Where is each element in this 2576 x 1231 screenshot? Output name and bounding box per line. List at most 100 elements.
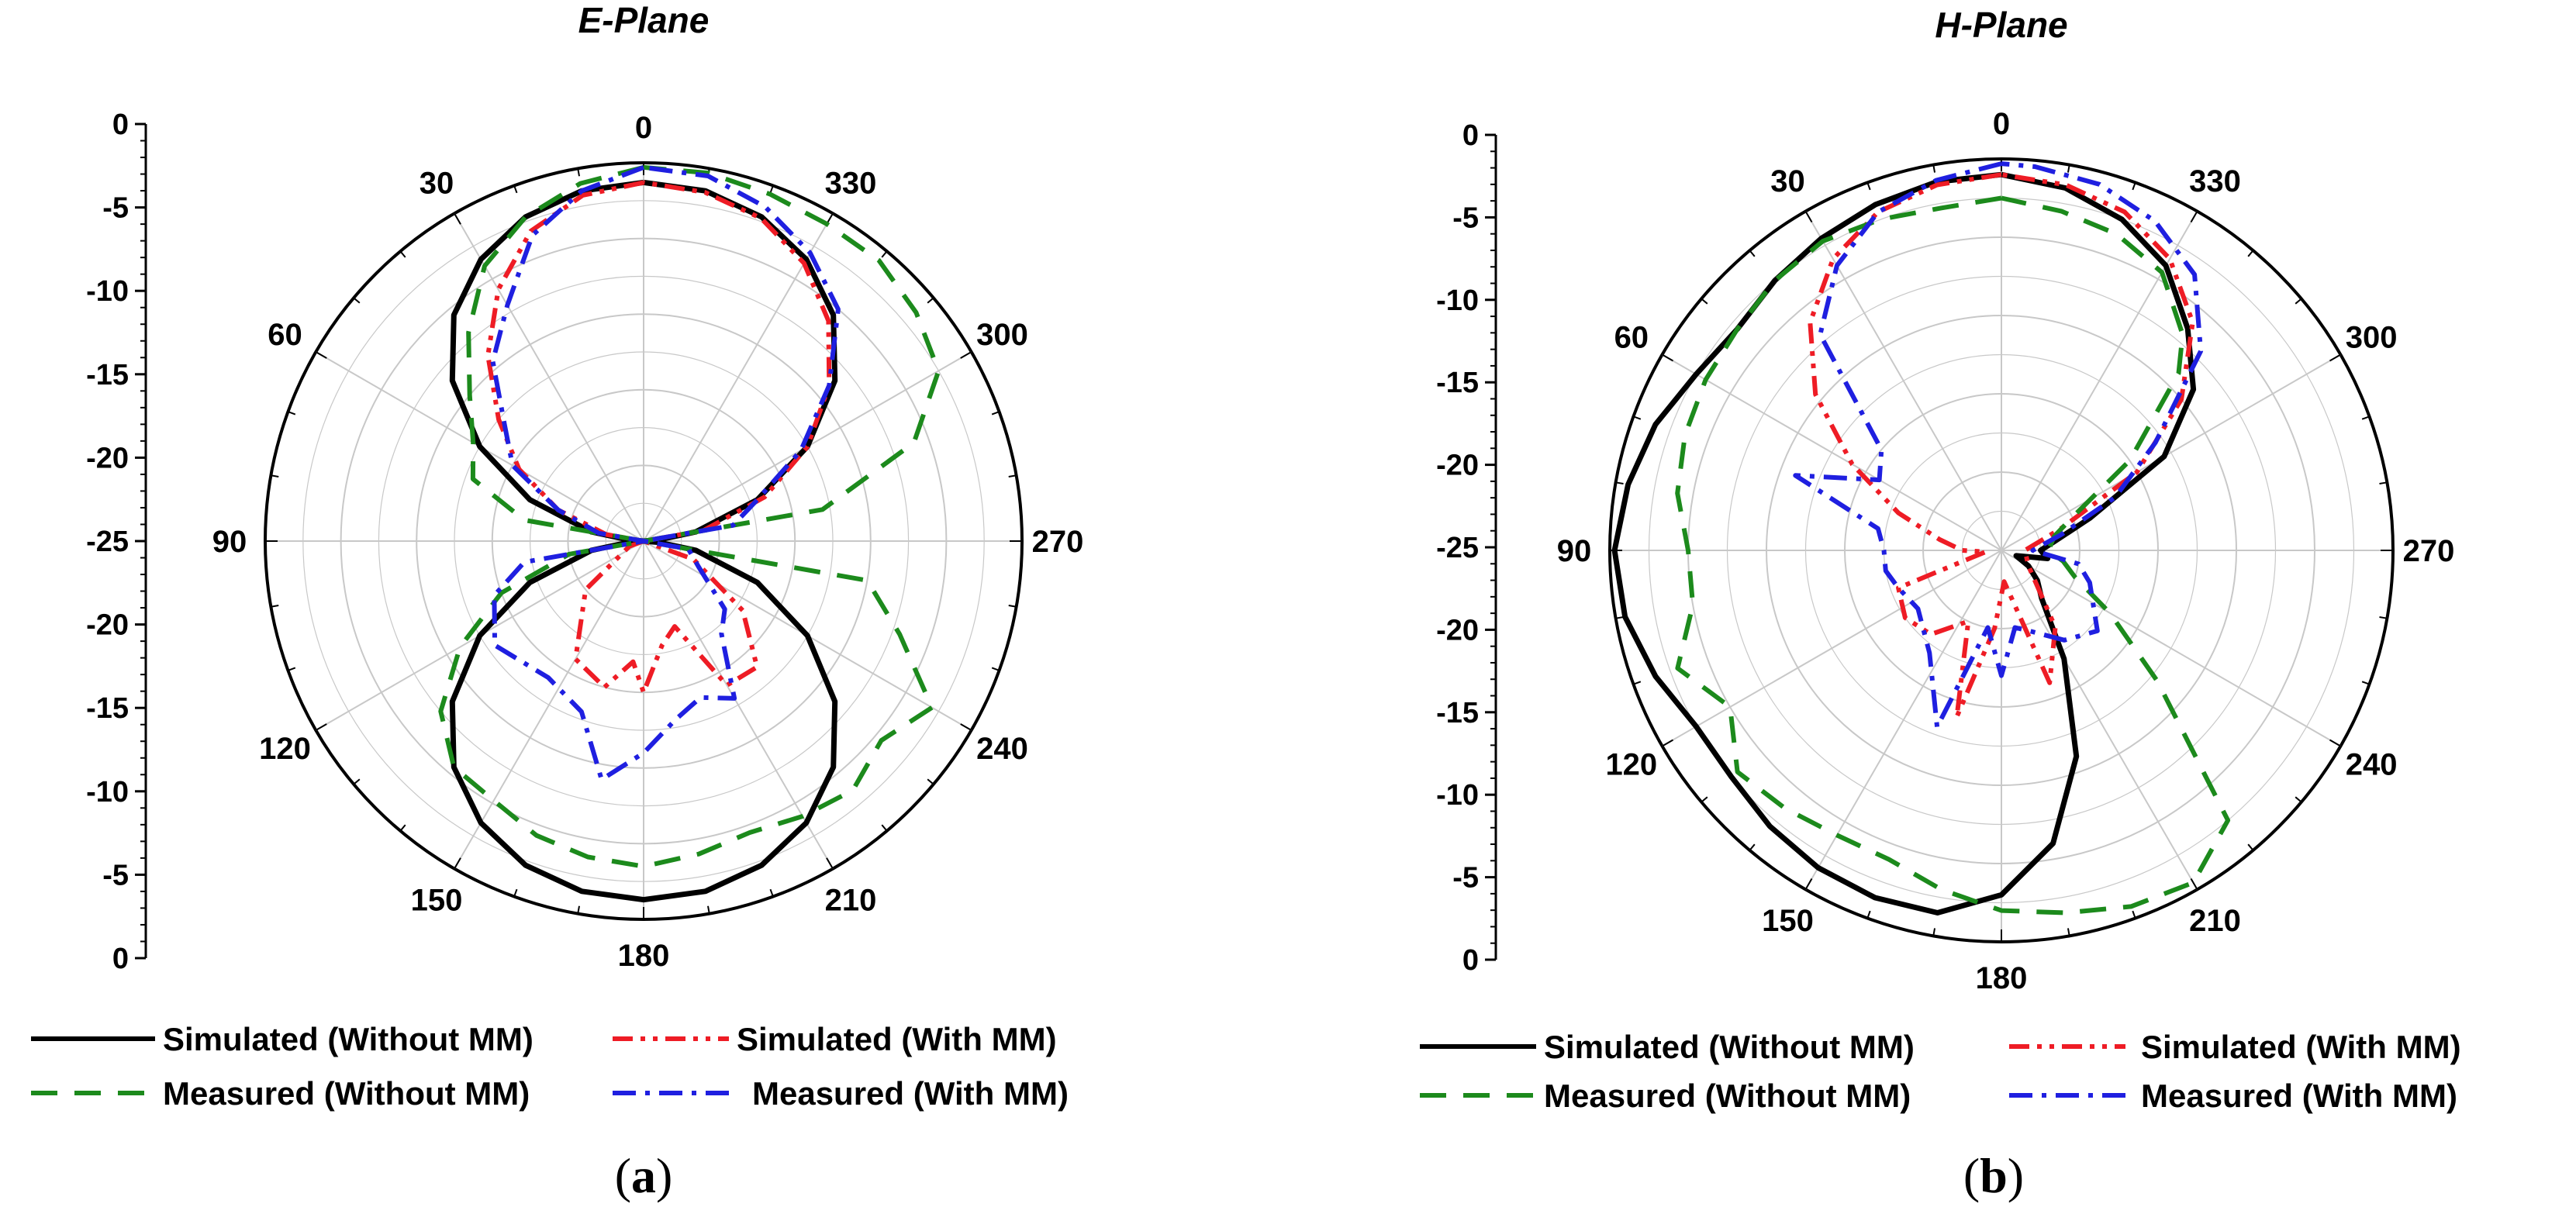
legend-label-meas-without: Measured (Without MM): [163, 1075, 530, 1112]
angle-tick: [2132, 910, 2136, 919]
chart-title: E-Plane: [578, 0, 710, 40]
radial-tick-label: -20: [1436, 614, 1479, 647]
angle-tick: [2067, 928, 2070, 936]
series-meas-without: [438, 164, 941, 869]
angle-tick: [927, 297, 934, 304]
angle-tick: [2295, 298, 2302, 305]
angle-tick: [1866, 910, 1871, 919]
radial-tick-label: 0: [1462, 944, 1479, 977]
angle-tick: [881, 824, 888, 832]
angle-label-270: 270: [2403, 534, 2455, 568]
legend: Simulated (Without MM) Simulated (With M…: [31, 1021, 1069, 1112]
angle-tick: [2247, 843, 2254, 851]
angle-tick: [2361, 416, 2370, 420]
series-sim-without: [1611, 171, 2197, 915]
angle-tick: [1008, 474, 1017, 478]
angle-label-90: 90: [1557, 534, 1592, 568]
legend-label-meas-with: Measured (With MM): [752, 1075, 1069, 1112]
angle-tick: [1633, 416, 1642, 420]
legend-label-sim-with: Simulated (With MM): [2141, 1029, 2461, 1065]
angle-label-300: 300: [976, 318, 1028, 352]
angle-tick: [1804, 878, 1813, 890]
angle-tick: [1701, 298, 1708, 305]
angle-label-270: 270: [1032, 525, 1084, 559]
angle-tick: [1804, 211, 1813, 223]
legend-label-sim-with: Simulated (With MM): [737, 1021, 1057, 1057]
angle-tick: [1662, 739, 1674, 747]
angle-tick: [2379, 481, 2388, 485]
angle-tick: [271, 605, 279, 608]
series-sim-with: [485, 180, 832, 695]
angle-tick: [577, 905, 580, 914]
caption-a: (a): [614, 1148, 673, 1203]
angle-label-240: 240: [2346, 748, 2398, 782]
chart-title: H-Plane: [1935, 5, 2067, 45]
angle-tick: [991, 667, 1000, 671]
radial-tick-label: -10: [86, 776, 129, 809]
legend-label-sim-without: Simulated (Without MM): [163, 1021, 534, 1057]
grid-spoke: [1662, 550, 2002, 747]
grid-spoke: [643, 212, 834, 542]
grid-spoke: [2001, 550, 2341, 747]
legend-label-sim-without: Simulated (Without MM): [1544, 1029, 1915, 1065]
radial-tick-label: -15: [1436, 367, 1479, 399]
angle-tick: [1633, 681, 1642, 685]
angle-tick: [2190, 878, 2198, 890]
legend: Simulated (Without MM) Simulated (With M…: [1420, 1029, 2461, 1114]
caption-b: (b): [1963, 1148, 2025, 1203]
legend-label-meas-without: Measured (Without MM): [1544, 1078, 1911, 1114]
radial-tick-label: -15: [86, 359, 129, 391]
angle-label-60: 60: [1614, 321, 1649, 355]
angle-tick: [2329, 353, 2341, 362]
angle-label-150: 150: [1762, 904, 1814, 938]
radial-tick-label: -25: [86, 526, 129, 558]
angle-tick: [2067, 164, 2070, 173]
radial-tick-label: -15: [1436, 697, 1479, 729]
legend-label-meas-with: Measured (With MM): [2141, 1078, 2457, 1114]
angle-tick: [513, 888, 518, 897]
angle-tick: [577, 168, 580, 177]
angle-label-120: 120: [1605, 748, 1657, 782]
angle-tick: [315, 351, 327, 359]
grid-spoke: [2001, 550, 2198, 890]
radial-tick-label: -20: [86, 609, 129, 642]
radial-tick-label: -5: [1452, 202, 1479, 234]
angle-tick: [1932, 164, 1936, 173]
angle-tick: [399, 250, 406, 258]
radial-tick-label: -5: [102, 859, 129, 891]
angle-label-30: 30: [1770, 164, 1805, 198]
h-plane-panel: H-Plane 0 -5 -10 -15 -20 -25 -20 -15 -10 -5 0 0 30 6…: [1288, 0, 2576, 1231]
angle-label-180: 180: [1976, 961, 2028, 995]
angle-tick: [315, 723, 327, 731]
angle-label-330: 330: [2189, 164, 2241, 198]
angle-tick: [1749, 250, 1756, 257]
angle-tick: [769, 888, 774, 897]
angle-tick: [881, 250, 888, 258]
angle-tick: [353, 778, 361, 785]
angle-label-0: 0: [1993, 107, 2010, 141]
angle-tick: [2361, 681, 2370, 685]
radial-tick-label: -25: [1436, 532, 1479, 564]
angle-tick: [927, 778, 934, 785]
series-meas-without: [1675, 195, 2231, 915]
angle-tick: [707, 905, 710, 914]
radial-tick-label: 0: [112, 943, 129, 975]
angle-label-60: 60: [268, 318, 302, 352]
angle-label-30: 30: [420, 167, 454, 201]
series-meas-with: [1793, 161, 2204, 729]
e-plane-panel: E-Plane 0 -5 -10 -15 -20 -25 -20 -15 -10 -5 0 0 30 6…: [31, 0, 1084, 1203]
angle-label-90: 90: [212, 525, 247, 559]
angle-label-300: 300: [2346, 321, 2398, 355]
angle-label-240: 240: [976, 732, 1028, 766]
grid-spoke: [643, 540, 834, 870]
angle-tick: [769, 185, 774, 194]
angle-tick: [2132, 182, 2136, 191]
e-plane-chart: E-Plane 0 -5 -10 -15 -20 -25 -20 -15 -10 -5 0 0 30 6…: [31, 0, 1084, 1112]
angle-tick: [399, 824, 406, 832]
radial-tick-label: 0: [1462, 119, 1479, 152]
angle-tick: [454, 212, 461, 225]
angle-label-330: 330: [825, 167, 877, 201]
angle-tick: [2379, 616, 2388, 619]
grid-spoke: [454, 212, 644, 542]
angle-tick: [271, 474, 279, 478]
